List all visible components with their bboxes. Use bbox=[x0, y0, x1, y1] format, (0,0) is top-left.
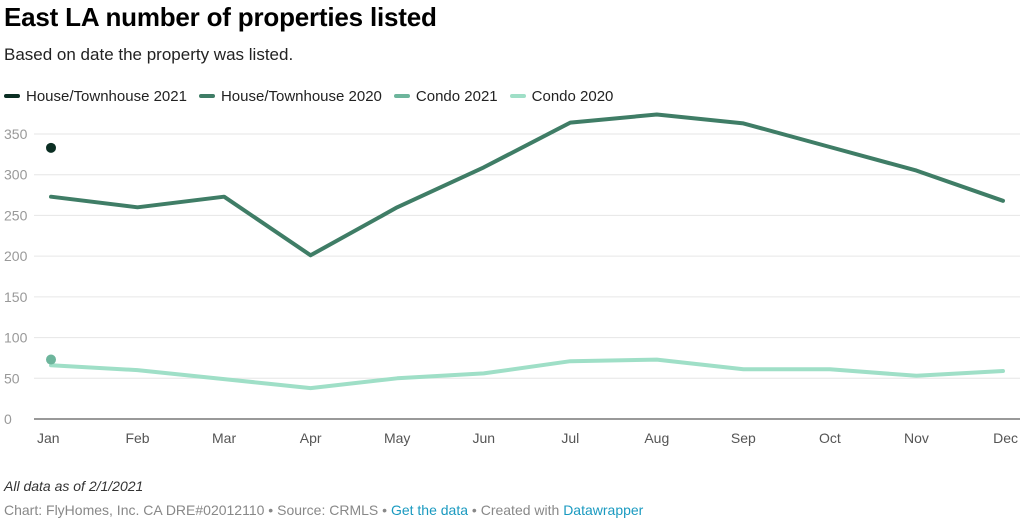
chart-subtitle: Based on date the property was listed. bbox=[4, 45, 294, 64]
series-line-condo2020 bbox=[49, 357, 1005, 391]
data-note: All data as of 2/1/2021 bbox=[4, 478, 144, 494]
x-tick-label: Nov bbox=[904, 430, 929, 446]
footer-separator: • bbox=[378, 502, 391, 518]
legend-item: House/Townhouse 2020 bbox=[198, 87, 382, 105]
footer-separator: • bbox=[264, 502, 278, 518]
source-text: Source: CRMLS bbox=[277, 502, 379, 518]
legend-item: House/Townhouse 2021 bbox=[4, 88, 187, 105]
legend-swatch bbox=[509, 94, 526, 98]
x-tick-label: Dec bbox=[993, 430, 1018, 446]
legend-item: Condo 2021 bbox=[393, 87, 498, 105]
created-with-text: Created with bbox=[480, 502, 564, 518]
legend-label: Condo 2020 bbox=[531, 87, 614, 105]
y-tick-label: 200 bbox=[4, 248, 28, 264]
get-the-data-link[interactable]: Get the data bbox=[390, 502, 469, 518]
x-tick-label: Jun bbox=[472, 430, 495, 446]
series-point-condo2021 bbox=[46, 354, 56, 365]
y-tick-label: 100 bbox=[4, 330, 28, 346]
legend-label: House/Townhouse 2020 bbox=[220, 87, 382, 105]
legend-swatch bbox=[198, 94, 215, 98]
legend-swatch bbox=[393, 94, 410, 98]
x-tick-label: Oct bbox=[819, 430, 841, 446]
y-tick-label: 0 bbox=[4, 411, 12, 427]
chart-title: East LA number of properties listed bbox=[4, 2, 437, 32]
legend-label: House/Townhouse 2021 bbox=[26, 87, 187, 105]
x-tick-label: Mar bbox=[212, 430, 236, 446]
x-tick-label: Jan bbox=[37, 430, 60, 446]
x-tick-label: Aug bbox=[644, 430, 669, 446]
legend-swatch bbox=[4, 94, 20, 98]
footer-separator: • bbox=[468, 502, 481, 518]
y-tick-label: 250 bbox=[4, 207, 28, 223]
legend-label: Condo 2021 bbox=[415, 87, 498, 105]
x-tick-label: Jul bbox=[561, 430, 579, 446]
y-tick-label: 150 bbox=[4, 289, 28, 305]
chart-footer: Chart: FlyHomes, Inc. CA DRE#02012110 • … bbox=[4, 502, 643, 518]
x-tick-label: Feb bbox=[125, 430, 149, 446]
legend-item: Condo 2020 bbox=[509, 87, 614, 105]
series-line-house2020 bbox=[49, 112, 1005, 258]
y-tick-label: 300 bbox=[4, 167, 28, 183]
line-chart: 0 50 100 150 200 250 300 350 Jan Feb Mar Apr May Jun J… bbox=[4, 112, 1020, 446]
x-tick-label: Sep bbox=[731, 430, 756, 446]
datawrapper-link[interactable]: Datawrapper bbox=[563, 502, 644, 518]
x-tick-label: Apr bbox=[300, 430, 322, 446]
y-tick-label: 50 bbox=[4, 370, 20, 386]
chart-credit: Chart: FlyHomes, Inc. CA DRE#02012110 bbox=[4, 502, 265, 518]
chart-legend: House/Townhouse 2021 House/Townhouse 2020… bbox=[4, 86, 625, 106]
x-tick-label: May bbox=[384, 430, 410, 446]
series-point-house2021 bbox=[46, 142, 56, 153]
y-tick-label: 350 bbox=[4, 126, 28, 142]
